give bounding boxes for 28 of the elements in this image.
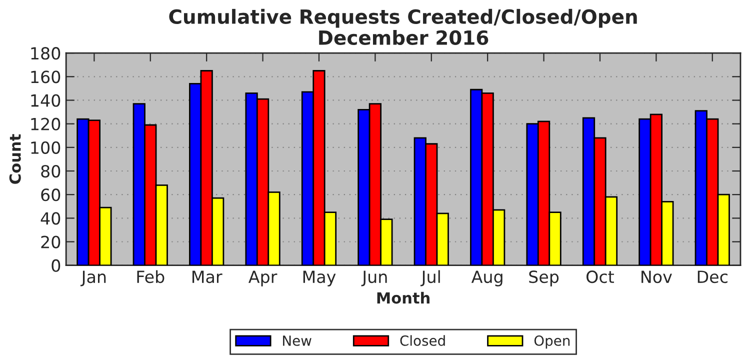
x-tick-label: May (303, 270, 336, 286)
y-tick-label: 80 (41, 164, 60, 178)
y-tick-label: 60 (41, 188, 60, 202)
y-tick-label: 140 (31, 94, 60, 107)
y-tick-label: 20 (41, 236, 60, 248)
legend-label: New (283, 336, 312, 346)
x-tick-label: Sep (529, 270, 559, 286)
y-tick-label: 0 (52, 259, 60, 272)
x-tick-label: Aug (471, 270, 502, 286)
x-tick-label: Nov (642, 270, 672, 284)
y-tick-label: 160 (31, 70, 60, 84)
x-tick-label: Jul (420, 270, 440, 286)
chart-title: Cumulative Requests Created/Closed/Open December 2016 (169, 8, 637, 46)
x-tick-label: Mar (192, 270, 222, 284)
x-tick-label: Dec (698, 270, 728, 284)
x-tick-label: Jan (80, 270, 106, 286)
y-axis-title: Count (9, 134, 21, 184)
x-tick-label: Feb (137, 270, 164, 284)
x-tick-label: Oct (586, 270, 614, 284)
y-tick-label: 120 (31, 118, 60, 130)
y-tick-label: 180 (31, 47, 60, 60)
x-tick-label: Jun (361, 270, 387, 286)
legend-label: Open (534, 335, 570, 349)
y-tick-label: 100 (31, 141, 60, 154)
x-axis-title: Month (377, 292, 430, 304)
x-tick-label: Apr (248, 270, 278, 286)
y-tick-label: 40 (40, 212, 60, 225)
legend-label: Closed (400, 335, 445, 346)
